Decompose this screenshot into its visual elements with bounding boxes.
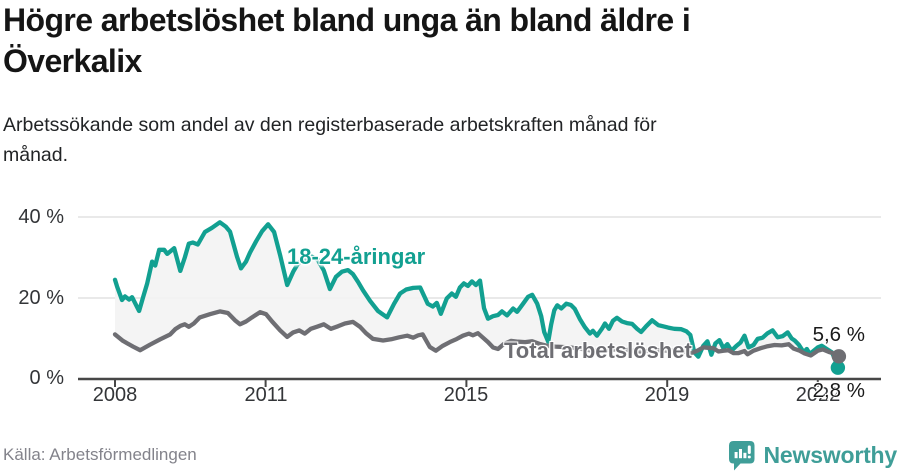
- y-axis-tick-label-40: 40 %: [18, 206, 64, 228]
- end-value-label-young: 2,8 %: [812, 379, 865, 402]
- chart-subtitle: Arbetssökande som andel av den registerb…: [3, 114, 657, 166]
- x-axis-tick-label-2019: 2019: [644, 384, 690, 406]
- y-axis-tick-label-20: 20 %: [18, 287, 64, 309]
- end-value-label-total: 5,6 %: [812, 323, 865, 346]
- x-axis-tick-label-2008: 2008: [92, 384, 138, 406]
- y-axis-tick-label-0: 0 %: [29, 367, 64, 389]
- newsworthy-speech-bubble-chart-icon: [728, 440, 755, 470]
- series-label-young: 18-24-åringar: [287, 244, 426, 269]
- newsworthy-logo[interactable]: Newsworthy: [727, 438, 897, 472]
- page-title: Högre arbetslöshet bland unga än bland ä…: [3, 2, 691, 79]
- plot-canvas: [78, 216, 881, 387]
- series-label-total: Total arbetslöshet: [504, 338, 692, 363]
- brand-name: Newsworthy: [763, 441, 898, 468]
- x-axis-tick-label-2022: 2022: [795, 384, 841, 406]
- x-axis-tick-label-2011: 2011: [244, 384, 288, 406]
- source-attribution: Källa: Arbetsförmedlingen: [3, 445, 197, 464]
- x-axis-tick-label-2015: 2015: [443, 384, 489, 406]
- line-chart: 40 % 20 % 0 % 2008 2011 2015 2019 2022 1…: [0, 195, 900, 425]
